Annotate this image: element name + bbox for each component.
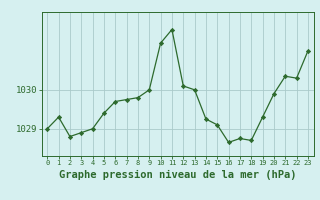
X-axis label: Graphe pression niveau de la mer (hPa): Graphe pression niveau de la mer (hPa): [59, 170, 296, 180]
